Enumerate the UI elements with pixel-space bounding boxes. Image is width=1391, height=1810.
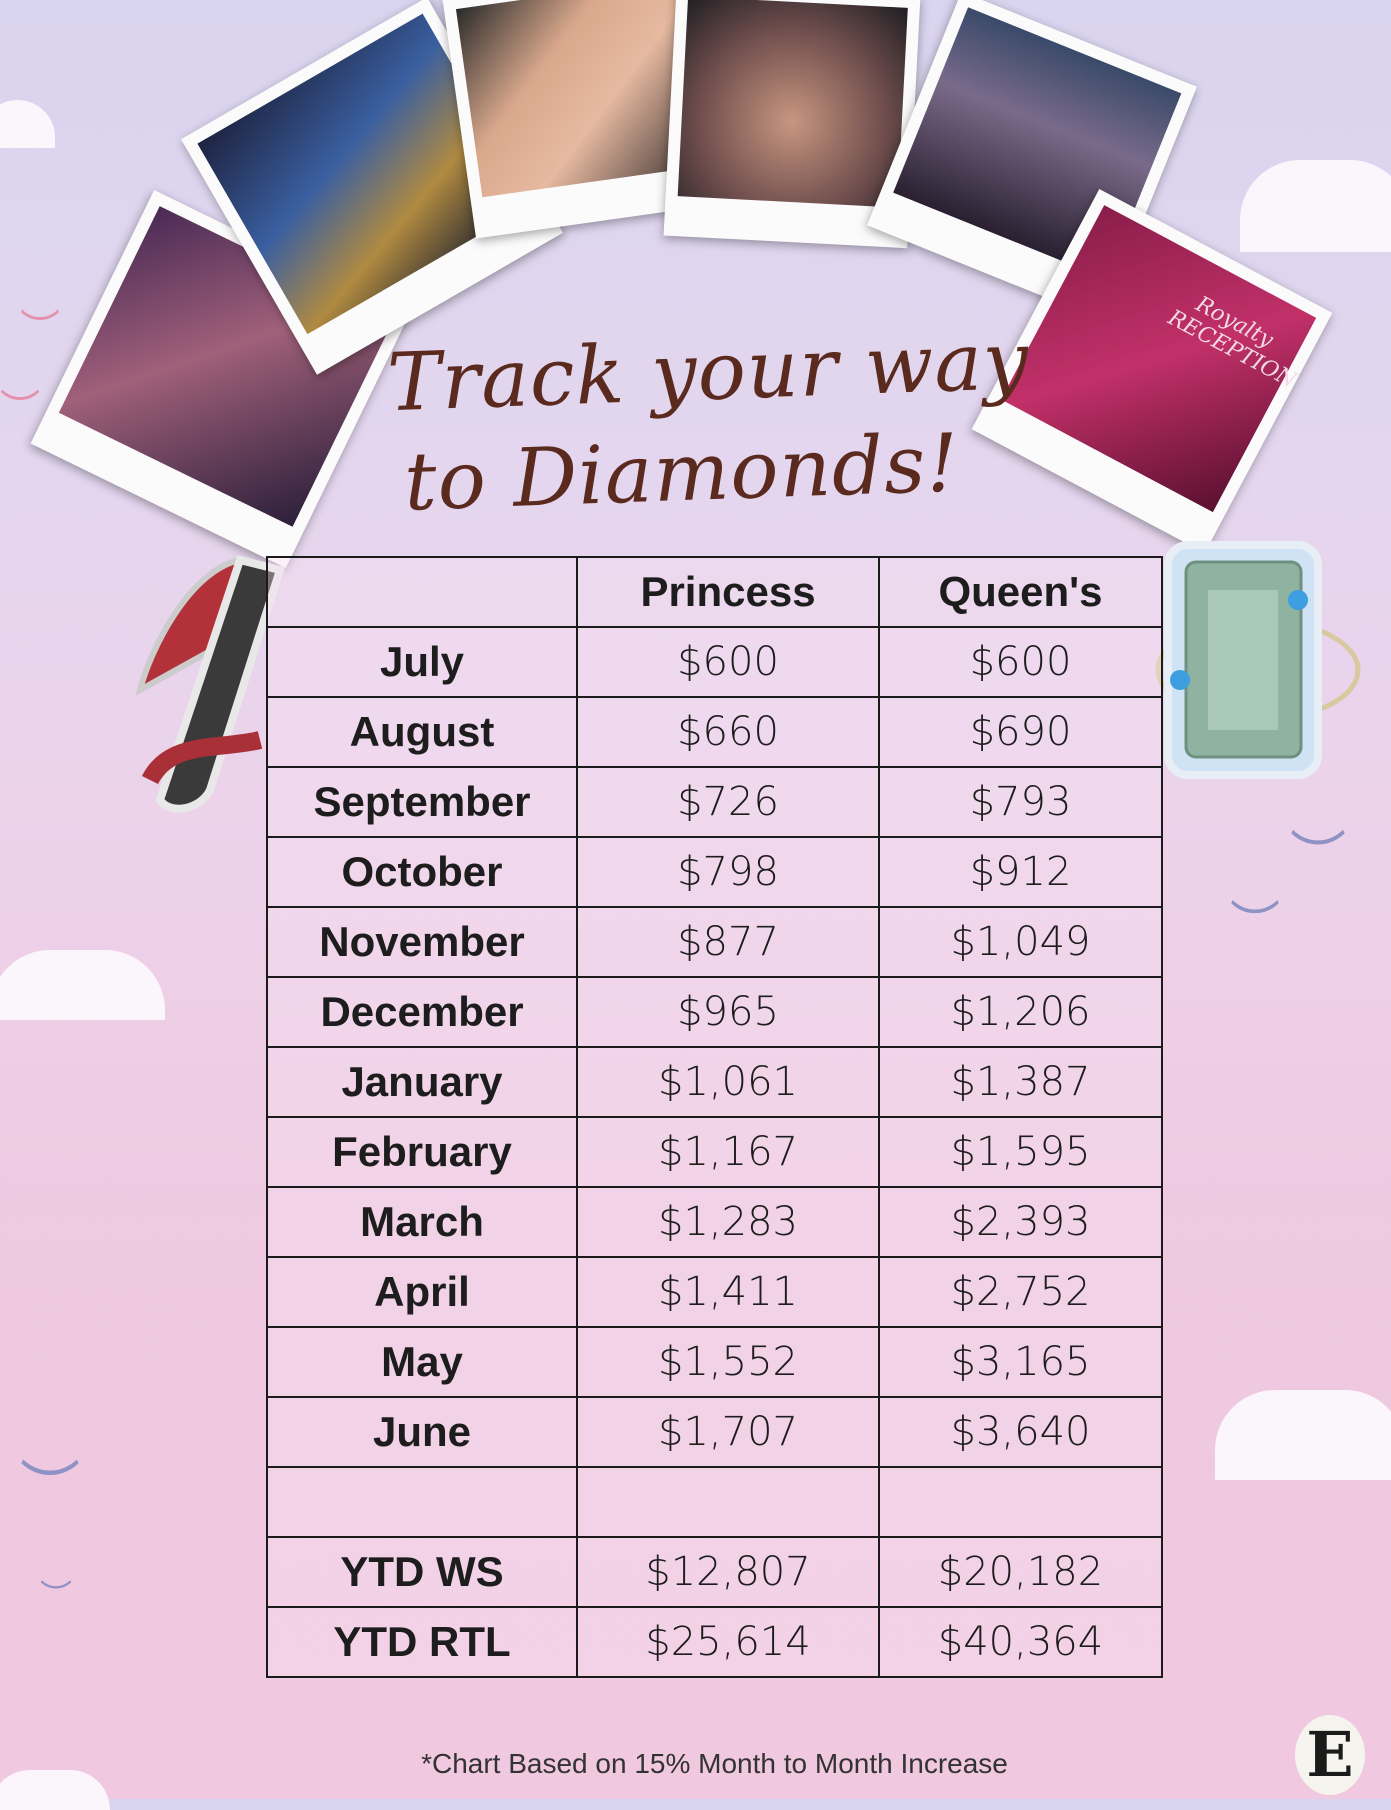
table-row [266, 1466, 1163, 1538]
row-label: April [266, 1256, 578, 1328]
queens-value: $2,752 [878, 1256, 1163, 1328]
princess-value: $1,707 [576, 1396, 880, 1468]
row-label: July [266, 626, 578, 698]
princess-value: $798 [576, 836, 880, 908]
bird-icon: ︶ [1230, 897, 1280, 953]
queens-value: $600 [878, 626, 1163, 698]
table-row: December $965 $1,206 [266, 976, 1163, 1048]
princess-value: $877 [576, 906, 880, 978]
row-label: February [266, 1116, 578, 1188]
row-label: January [266, 1046, 578, 1118]
table-row: YTD WS $12,807 $20,182 [266, 1536, 1163, 1608]
header-queens: Queen's [878, 556, 1163, 628]
queens-value: $912 [878, 836, 1163, 908]
table-row: May $1,552 $3,165 [266, 1326, 1163, 1398]
cloud [0, 100, 55, 148]
table-row: July $600 $600 [266, 626, 1163, 698]
table-row: April $1,411 $2,752 [266, 1256, 1163, 1328]
queens-value: $40,364 [878, 1606, 1163, 1678]
bird-icon: ︶ [20, 1456, 80, 1523]
table-row: October $798 $912 [266, 836, 1163, 908]
table-header-row: Princess Queen's [266, 556, 1163, 628]
table-row: June $1,707 $3,640 [266, 1396, 1163, 1468]
princess-value: $600 [576, 626, 880, 698]
row-label: August [266, 696, 578, 768]
table-row: September $726 $793 [266, 766, 1163, 838]
queens-value [878, 1466, 1163, 1538]
cloud [1215, 1390, 1391, 1480]
bird-icon: ︶ [1290, 826, 1346, 889]
princess-value: $1,552 [576, 1326, 880, 1398]
page-title: Track your way to Diamonds! [297, 308, 1123, 536]
row-label: June [266, 1396, 578, 1468]
queens-value: $1,049 [878, 906, 1163, 978]
silver-ring-image [135, 555, 286, 813]
princess-value: $965 [576, 976, 880, 1048]
princess-value: $1,061 [576, 1046, 880, 1118]
diamond-tracking-table: Princess Queen's July $600 $600 August $660 $… [266, 556, 1163, 1678]
cloud [0, 1770, 110, 1810]
row-label: YTD RTL [266, 1606, 578, 1678]
row-label: YTD WS [266, 1536, 578, 1608]
queens-value: $1,387 [878, 1046, 1163, 1118]
queens-value: $3,640 [878, 1396, 1163, 1468]
row-label: December [266, 976, 578, 1048]
logo-letter: E [1306, 1718, 1354, 1791]
bird-icon: ︶ [40, 1578, 73, 1614]
table-row: YTD RTL $25,614 $40,364 [266, 1606, 1163, 1678]
row-label: March [266, 1186, 578, 1258]
footnote: *Chart Based on 15% Month to Month Incre… [421, 1748, 1008, 1779]
queens-value: $690 [878, 696, 1163, 768]
princess-value: $1,411 [576, 1256, 880, 1328]
bird-icon: ︶ [20, 308, 60, 352]
princess-value: $25,614 [576, 1606, 880, 1678]
table-row: August $660 $690 [266, 696, 1163, 768]
row-label [266, 1466, 578, 1538]
row-label: November [266, 906, 578, 978]
brand-logo: E [1295, 1715, 1365, 1795]
table-row: February $1,167 $1,595 [266, 1116, 1163, 1188]
queens-value: $1,595 [878, 1116, 1163, 1188]
table-row: November $877 $1,049 [266, 906, 1163, 978]
royalty-sign-text: Royalty RECEPTION [1163, 291, 1301, 394]
row-label: October [266, 836, 578, 908]
queens-value: $1,206 [878, 976, 1163, 1048]
princess-value: $726 [576, 766, 880, 838]
queens-value: $20,182 [878, 1536, 1163, 1608]
queens-value: $793 [878, 766, 1163, 838]
cloud [1240, 160, 1391, 252]
princess-value: $1,283 [576, 1186, 880, 1258]
row-label: September [266, 766, 578, 838]
green-gem-ring-image [1155, 541, 1361, 779]
princess-value [576, 1466, 880, 1538]
table-row: January $1,061 $1,387 [266, 1046, 1163, 1118]
row-label: May [266, 1326, 578, 1398]
cloud [0, 950, 165, 1020]
bird-icon: ︶ [0, 388, 40, 432]
queens-value: $3,165 [878, 1326, 1163, 1398]
header-princess: Princess [576, 556, 880, 628]
table-row: March $1,283 $2,393 [266, 1186, 1163, 1258]
header-empty [266, 556, 578, 628]
princess-value: $12,807 [576, 1536, 880, 1608]
princess-value: $660 [576, 696, 880, 768]
queens-value: $2,393 [878, 1186, 1163, 1258]
princess-value: $1,167 [576, 1116, 880, 1188]
